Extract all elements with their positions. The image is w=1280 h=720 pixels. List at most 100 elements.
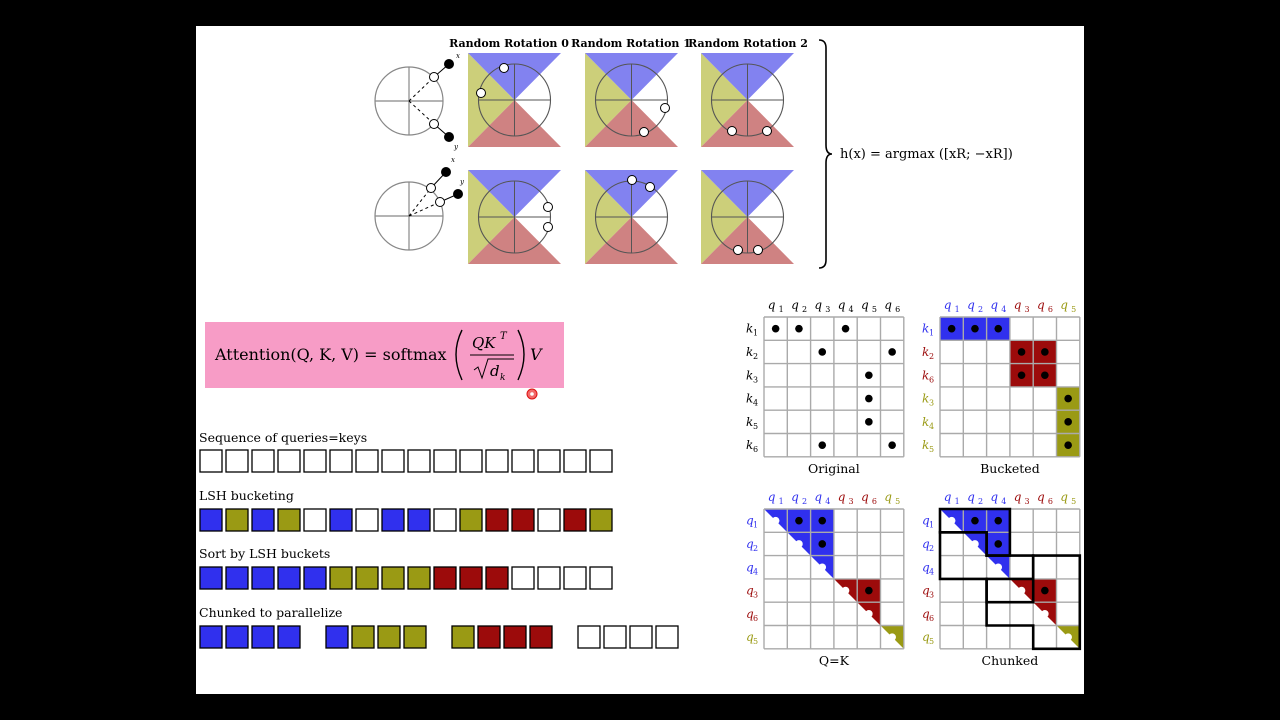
proj-y-row1 <box>429 119 439 129</box>
matrix-row-label: k <box>746 438 753 452</box>
rotation-box-0 <box>468 53 561 147</box>
label-y-row1: y <box>453 143 459 151</box>
matrix-caption: Q=K <box>819 653 850 668</box>
sequence-cell <box>589 566 613 590</box>
sequence-cell <box>251 508 275 532</box>
matrix-col-sub: 1 <box>955 497 960 506</box>
matrix-row-sub: 6 <box>929 614 934 623</box>
matrix-row-sub: 4 <box>929 422 934 431</box>
label-x-row1: x <box>456 52 460 60</box>
matrix-dot <box>818 516 827 525</box>
matrix-fill <box>1056 625 1080 649</box>
matrix-row-label: q <box>746 537 754 551</box>
point-y-row2 <box>453 189 463 199</box>
matrix-col-sub: 4 <box>1001 497 1006 506</box>
matrix-row-label: q <box>746 630 754 644</box>
sequence-cell <box>589 449 613 473</box>
matrix-fill <box>1009 578 1034 603</box>
matrix-dot <box>1017 348 1026 356</box>
matrix-row-sub: 6 <box>929 375 934 384</box>
sequence-cell <box>577 625 601 649</box>
sequence-cell <box>325 625 349 649</box>
matrix-col-label: q <box>1037 298 1045 312</box>
matrix-col-label: q <box>814 298 822 312</box>
matrix-col-label: q <box>838 298 846 312</box>
sequence-cell <box>277 625 301 649</box>
matrix-caption: Bucketed <box>980 461 1040 476</box>
paren-left <box>455 329 463 381</box>
paren-right <box>517 329 525 381</box>
matrix-dot <box>994 540 1003 548</box>
matrix-col-sub: 5 <box>895 497 900 506</box>
matrix-dot <box>994 324 1003 333</box>
row-label-1: LSH bucketing <box>199 488 294 503</box>
matrix-dot <box>888 633 896 641</box>
matrix-dot <box>865 610 873 618</box>
sequence-cell <box>529 625 553 649</box>
lsh-attention-diagram: x y x y Random Rotation 0 Random Rotatio… <box>199 37 1082 668</box>
attention-formula: Attention(Q, K, V) = softmax QK T d k V <box>205 322 564 388</box>
sequence-cell <box>225 508 249 532</box>
formula-lhs: Attention(Q, K, V) = softmax <box>214 345 447 364</box>
matrix-row-label: k <box>922 322 929 336</box>
matrix-col-label: q <box>967 490 975 504</box>
rotated-point-3-1 <box>543 222 553 232</box>
matrix-col-sub: 2 <box>802 305 807 314</box>
matrix-col-label: q <box>1014 298 1022 312</box>
matrix-row-sub: 4 <box>753 567 758 576</box>
sequence-row-1 <box>199 508 613 532</box>
sequence-cell <box>485 508 509 532</box>
sequence-cell <box>199 625 223 649</box>
sequence-cell <box>459 566 483 590</box>
matrix-row-label: k <box>746 368 753 382</box>
matrix-dot <box>888 441 896 449</box>
matrix-dot <box>1017 586 1026 595</box>
matrix-col-sub: 1 <box>955 305 960 314</box>
matrix-dot <box>841 586 850 595</box>
matrix-row-label: q <box>922 537 930 551</box>
rotation-box-2 <box>701 53 794 147</box>
matrix-dot <box>818 563 827 572</box>
matrix-col-label: q <box>944 298 952 312</box>
sequence-cell <box>329 508 353 532</box>
label-y-row2: y <box>459 178 465 186</box>
slide: x y x y Random Rotation 0 Random Rotatio… <box>196 26 1084 694</box>
sequence-cell <box>277 449 301 473</box>
sequence-cell <box>377 625 401 649</box>
matrix-col-sub: 5 <box>1071 305 1076 314</box>
sequence-cell <box>303 508 327 532</box>
sequence-cell <box>407 449 431 473</box>
matrix-col-sub: 1 <box>779 305 784 314</box>
matrix-dot <box>994 563 1003 572</box>
sequence-cell <box>537 508 561 532</box>
matrix-col-label: q <box>838 490 846 504</box>
sequence-cell <box>459 449 483 473</box>
sequence-cell <box>407 508 431 532</box>
sequence-cell <box>485 566 509 590</box>
matrix-dot <box>1041 348 1049 356</box>
rotation-title-2: Random Rotation 2 <box>688 37 808 50</box>
sequence-cell <box>603 625 627 649</box>
sequence-cell <box>433 449 457 473</box>
sequence-cell <box>655 625 679 649</box>
matrix-row-label: q <box>746 584 754 598</box>
formula-numerator: QK <box>472 334 496 352</box>
matrix-row-label: q <box>922 584 930 598</box>
matrix-row-sub: 4 <box>929 567 934 576</box>
matrix-row-sub: 3 <box>929 591 934 600</box>
matrix-col-sub: 4 <box>825 497 830 506</box>
matrix-col-label: q <box>1014 490 1022 504</box>
matrix-dot <box>1064 441 1072 449</box>
matrix-row-sub: 1 <box>753 329 758 338</box>
matrix-col-label: q <box>967 298 975 312</box>
sequence-cell <box>433 566 457 590</box>
sequence-cell <box>277 566 301 590</box>
matrix-row-label: q <box>922 630 930 644</box>
sequence-cell <box>381 449 405 473</box>
matrix-dot <box>994 516 1003 525</box>
matrix-dot <box>865 394 873 403</box>
matrix-col-sub: 2 <box>978 497 983 506</box>
matrix-row-label: k <box>922 345 929 359</box>
formula-tail: V <box>530 345 543 364</box>
